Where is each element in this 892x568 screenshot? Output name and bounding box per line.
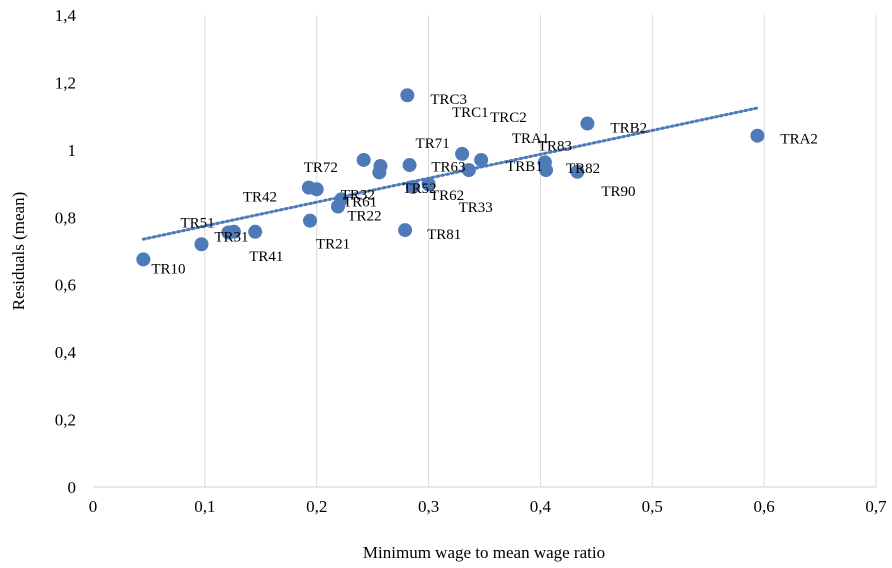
x-tick-label: 0,7 bbox=[865, 497, 887, 516]
data-point-trc1 bbox=[226, 224, 241, 239]
data-point-tr10 bbox=[136, 252, 151, 267]
y-tick-label: 0,2 bbox=[55, 411, 76, 430]
point-label-tr41: TR41 bbox=[249, 249, 283, 265]
point-label-tr21: TR21 bbox=[316, 237, 350, 253]
point-label-tr71: TR71 bbox=[416, 136, 450, 152]
point-label-tr61: TR61 bbox=[343, 194, 377, 210]
data-point-tr81 bbox=[398, 223, 413, 238]
point-label-tr10: TR10 bbox=[151, 261, 185, 277]
y-tick-label: 0,8 bbox=[55, 208, 76, 227]
y-tick-label: 0 bbox=[68, 478, 77, 497]
point-label-tr42: TR42 bbox=[243, 190, 277, 206]
x-tick-label: 0,3 bbox=[418, 497, 439, 516]
x-tick-label: 0,4 bbox=[530, 497, 552, 516]
x-tick-label: 0 bbox=[89, 497, 98, 516]
point-label-tr51: TR51 bbox=[181, 215, 215, 231]
point-label-tr52: TR52 bbox=[402, 181, 436, 197]
y-tick-label: 1,4 bbox=[55, 6, 77, 25]
data-point-tra1 bbox=[461, 163, 476, 178]
y-tick-label: 0,6 bbox=[55, 276, 76, 295]
point-label-trc3: TRC3 bbox=[430, 92, 467, 108]
x-tick-label: 0,6 bbox=[754, 497, 775, 516]
point-label-tr32: TR32 bbox=[341, 187, 375, 203]
point-label-tr62: TR62 bbox=[430, 188, 464, 204]
point-label-tra2: TRA2 bbox=[780, 132, 818, 148]
data-point-tr72 bbox=[356, 152, 371, 167]
data-point-tr33 bbox=[421, 177, 436, 192]
data-point-tr82 bbox=[539, 163, 554, 178]
point-label-tr33: TR33 bbox=[459, 200, 493, 216]
point-label-tr72: TR72 bbox=[304, 160, 338, 176]
point-label-tr83: TR83 bbox=[538, 138, 572, 154]
point-label-trb2: TRB2 bbox=[610, 121, 647, 137]
data-point-trb1 bbox=[474, 152, 489, 167]
data-point-tra2 bbox=[750, 128, 765, 143]
point-label-trb1: TRB1 bbox=[506, 159, 543, 175]
x-tick-labels: 0 0,1 0,2 0,3 0,4 0,5 0,6 0,7 bbox=[89, 497, 887, 516]
data-point-tr62 bbox=[405, 179, 420, 194]
point-label-tr81: TR81 bbox=[427, 227, 461, 243]
data-point-tr90 bbox=[570, 164, 585, 179]
x-tick-label: 0,1 bbox=[194, 497, 215, 516]
x-tick-label: 0,2 bbox=[306, 497, 327, 516]
trendline bbox=[141, 106, 761, 241]
y-tick-label: 1,2 bbox=[55, 73, 76, 92]
data-point-tr22 bbox=[334, 192, 349, 207]
data-points bbox=[136, 88, 765, 267]
x-tick-label: 0,5 bbox=[642, 497, 663, 516]
data-point-trc3 bbox=[400, 88, 415, 103]
point-label-tr63: TR63 bbox=[431, 159, 465, 175]
data-point-tr41 bbox=[248, 224, 263, 239]
point-label-tr90: TR90 bbox=[601, 184, 635, 200]
point-label-tr22: TR22 bbox=[347, 208, 381, 224]
y-tick-label: 0,4 bbox=[55, 343, 77, 362]
x-axis-title: Minimum wage to mean wage ratio bbox=[363, 543, 605, 562]
gridlines bbox=[204, 15, 877, 487]
data-point-trc2 bbox=[455, 146, 470, 161]
data-point-tr71 bbox=[402, 158, 417, 173]
point-label-trc2: TRC2 bbox=[490, 110, 527, 126]
point-label-tr82: TR82 bbox=[566, 161, 600, 177]
y-tick-label: 1 bbox=[68, 141, 77, 160]
trendline-group bbox=[141, 106, 761, 241]
point-label-tr31: TR31 bbox=[214, 229, 248, 245]
y-axis-title: Residuals (mean) bbox=[9, 192, 28, 311]
data-point-tr21 bbox=[303, 213, 318, 228]
point-label-tra1: TRA1 bbox=[512, 131, 549, 147]
data-point-tr32 bbox=[309, 182, 324, 197]
y-tick-labels: 0 0,2 0,4 0,6 0,8 1 1,2 1,4 bbox=[55, 6, 77, 497]
data-point-tr63 bbox=[372, 165, 387, 180]
data-point-tr51 bbox=[194, 237, 209, 252]
point-label-trc1: TRC1 bbox=[452, 105, 489, 121]
data-point-trb2 bbox=[580, 116, 595, 131]
